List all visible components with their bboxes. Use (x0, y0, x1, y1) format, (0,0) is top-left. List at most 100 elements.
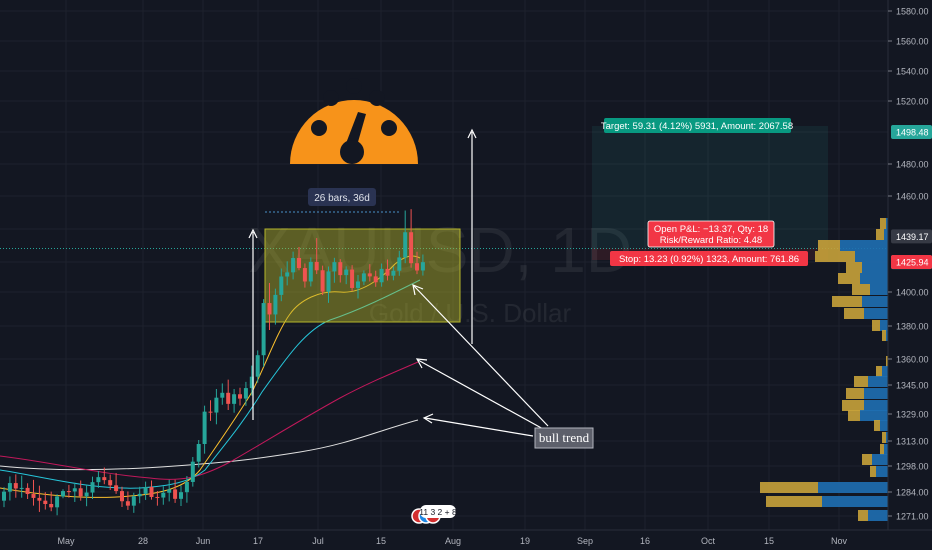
svg-text:1425.94: 1425.94 (896, 258, 929, 268)
speedometer-icon (290, 78, 418, 164)
candle (415, 251, 419, 275)
candle (25, 483, 30, 500)
candle (19, 475, 24, 498)
gauge-needle (345, 112, 366, 149)
candle (72, 482, 77, 502)
candle (84, 484, 89, 507)
time-tick-label: Aug (445, 536, 461, 546)
candle (108, 474, 113, 490)
candle (78, 480, 83, 501)
time-tick-label: Jul (312, 536, 324, 546)
callout-arrow-1 (413, 285, 549, 427)
price-tick-label: 1360.00 (896, 355, 929, 365)
candle (261, 299, 266, 367)
stop-label: Stop: 13.23 (0.92%) 1323, Amount: 761.86 (619, 254, 799, 265)
events-badge[interactable]: 11 3 2 + 8 (411, 505, 457, 524)
events-count-text: 11 3 2 + 8 (419, 507, 457, 517)
candle (379, 263, 384, 287)
candle (149, 480, 154, 500)
candle (226, 379, 231, 411)
candle (196, 439, 201, 468)
candle (220, 383, 225, 405)
time-axis[interactable]: May 28 Jun 17 Jul 15 Aug 19 Sep 16 Oct 15 Nov (0, 529, 932, 550)
time-tick-label: 15 (764, 536, 774, 546)
price-tick-label: 1345.00 (896, 381, 929, 391)
time-tick-label: 16 (640, 536, 650, 546)
price-tick-label: 1460.00 (896, 192, 929, 202)
candle (125, 491, 130, 510)
price-tick-label: 1560.00 (896, 37, 929, 47)
price-tick-label: 1580.00 (896, 7, 929, 17)
candle (31, 479, 36, 506)
candle (7, 476, 12, 501)
svg-text:1439.17: 1439.17 (896, 232, 929, 242)
target-label-box (604, 118, 791, 133)
candle (314, 238, 319, 275)
candle (96, 471, 101, 488)
candle (161, 486, 166, 505)
candle (273, 288, 278, 325)
candle (37, 485, 42, 512)
open-pl-box (647, 220, 775, 248)
time-tick-label: May (57, 536, 75, 546)
price-tick-label: 1380.00 (896, 322, 929, 332)
price-tick-label: 1520.00 (896, 97, 929, 107)
candle (66, 484, 71, 498)
arrow-up-2-head (467, 128, 477, 139)
candle (249, 365, 254, 396)
volume-profile (760, 218, 890, 521)
candle (238, 387, 242, 406)
candle (373, 270, 378, 287)
price-tick-label: 1298.00 (896, 462, 929, 472)
candle (291, 251, 296, 280)
candle (102, 467, 107, 485)
price-tick-label: 1271.00 (896, 512, 929, 522)
candle (202, 405, 207, 454)
price-tag: 1439.17 (891, 229, 932, 244)
candle (302, 263, 307, 288)
candle (350, 265, 355, 291)
candle (397, 250, 402, 276)
candle (391, 266, 396, 281)
arrow-up-1-head (248, 228, 258, 239)
price-tick-label: 1329.00 (896, 410, 929, 420)
open-pl-line1: Open P&L: −13.37, Qty: 18 (654, 224, 768, 235)
candle (208, 400, 213, 421)
price-tick-label: 1313.00 (896, 437, 929, 447)
candle (308, 257, 313, 287)
candle (179, 485, 183, 507)
candle (43, 492, 48, 510)
candle (255, 350, 260, 383)
candle (114, 473, 119, 494)
candle (338, 259, 343, 283)
candle (137, 486, 142, 504)
time-tick-label: 28 (138, 536, 148, 546)
svg-text:1498.48: 1498.48 (896, 128, 929, 138)
candle (279, 268, 284, 302)
time-tick-label: 15 (376, 536, 386, 546)
candle (184, 476, 189, 503)
candle (320, 265, 325, 296)
candle (403, 210, 408, 264)
price-tick-label: 1400.00 (896, 288, 929, 298)
callout-label-box[interactable] (534, 427, 594, 449)
price-tick-label: 1480.00 (896, 160, 929, 170)
candle (356, 274, 360, 299)
candle (326, 266, 331, 303)
candle (285, 261, 290, 286)
candle (243, 381, 248, 406)
candle (2, 487, 6, 508)
candle (61, 489, 65, 499)
price-axis[interactable]: 1580.00 1560.00 1540.00 1520.00 1480.00 1460.… (887, 0, 932, 530)
time-tick-label: Nov (831, 536, 848, 546)
stop-label-box (610, 251, 808, 266)
candle (344, 266, 349, 285)
bars-range-label: 26 bars, 36d (314, 193, 370, 204)
candle (55, 494, 60, 516)
price-tag: 1498.48 (891, 125, 932, 139)
candle (173, 479, 178, 503)
vertical-arrows (248, 128, 477, 420)
candle (13, 474, 18, 498)
